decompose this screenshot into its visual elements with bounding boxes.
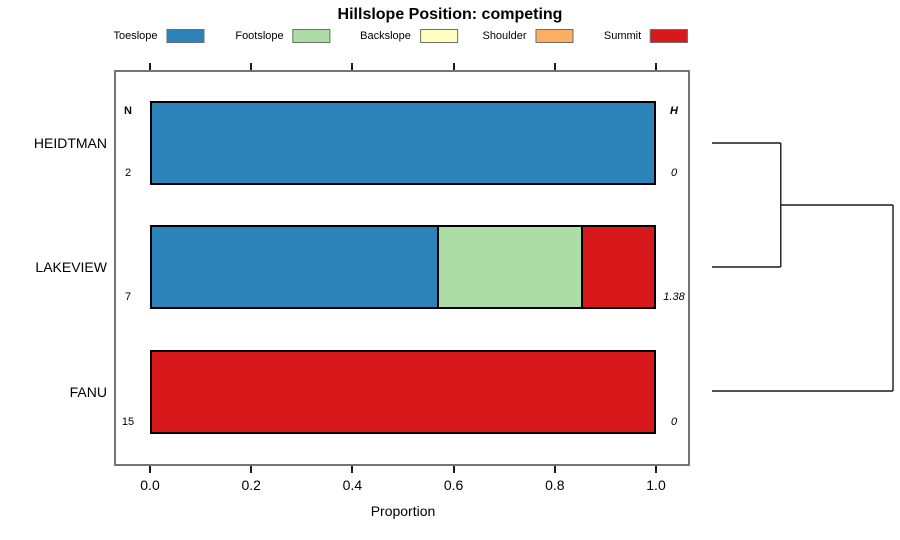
x-axis-label: Proportion xyxy=(370,503,436,519)
bar-fanu xyxy=(150,350,656,434)
x-axis-tick-top xyxy=(655,63,657,70)
h-column-header: H xyxy=(670,105,678,117)
legend-item-backslope: Backslope xyxy=(360,28,458,43)
bar-lakeview xyxy=(150,225,656,309)
legend-item-shoulder: Shoulder xyxy=(482,28,574,43)
legend-label: Shoulder xyxy=(482,29,527,42)
row-label-lakeview: LAKEVIEW xyxy=(35,259,107,275)
h-value: 0 xyxy=(670,416,678,428)
x-axis-tick-bottom xyxy=(351,466,354,473)
x-axis-tick-top xyxy=(351,63,354,70)
legend-swatch-toeslope xyxy=(166,28,205,43)
chart-title: Hillslope Position: competing xyxy=(337,6,563,23)
x-axis-tick-top xyxy=(250,63,253,70)
legend-item-toeslope: Toeslope xyxy=(113,28,205,43)
x-tick-label: 0.0 xyxy=(140,477,160,493)
legend-label: Backslope xyxy=(360,29,411,42)
x-axis-tick-bottom xyxy=(149,466,151,473)
x-tick-label: 0.6 xyxy=(443,477,464,493)
h-value: 1.38 xyxy=(663,291,685,303)
bar-segment-summit xyxy=(580,227,654,307)
x-tick-label: 1.0 xyxy=(646,477,666,493)
bar-segment-toeslope xyxy=(152,103,654,183)
n-value: 15 xyxy=(121,416,135,428)
legend-swatch-shoulder xyxy=(535,28,574,43)
bar-heidtman xyxy=(150,101,656,185)
legend-label: Footslope xyxy=(235,29,284,42)
bar-segment-summit xyxy=(152,352,654,432)
row-label-fanu: FANU xyxy=(69,384,107,400)
x-axis-tick-top xyxy=(452,63,455,70)
row-label-heidtman: HEIDTMAN xyxy=(33,135,107,151)
bar-segment-footslope xyxy=(436,227,581,307)
x-axis-tick-bottom xyxy=(655,466,657,473)
n-column-header: N xyxy=(124,105,132,117)
x-tick-label: 0.8 xyxy=(545,477,565,493)
legend-item-summit: Summit xyxy=(603,28,689,43)
x-axis-tick-bottom xyxy=(250,466,253,473)
h-value: 0 xyxy=(670,167,678,179)
legend-swatch-footslope xyxy=(292,28,331,43)
n-value: 2 xyxy=(124,167,132,179)
x-tick-label: 0.4 xyxy=(342,477,363,493)
plot-area xyxy=(114,70,690,466)
legend-swatch-backslope xyxy=(419,28,458,43)
n-value: 7 xyxy=(124,291,132,303)
x-axis-tick-bottom xyxy=(452,466,455,473)
legend-item-footslope: Footslope xyxy=(235,28,331,43)
x-tick-label: 0.2 xyxy=(241,477,261,493)
legend-label: Toeslope xyxy=(113,29,158,42)
x-axis-tick-top xyxy=(553,63,556,70)
x-axis-tick-bottom xyxy=(553,466,556,473)
x-axis-tick-top xyxy=(149,63,151,70)
legend-swatch-summit xyxy=(650,28,689,43)
legend-label: Summit xyxy=(603,29,642,42)
bar-segment-toeslope xyxy=(152,227,437,307)
